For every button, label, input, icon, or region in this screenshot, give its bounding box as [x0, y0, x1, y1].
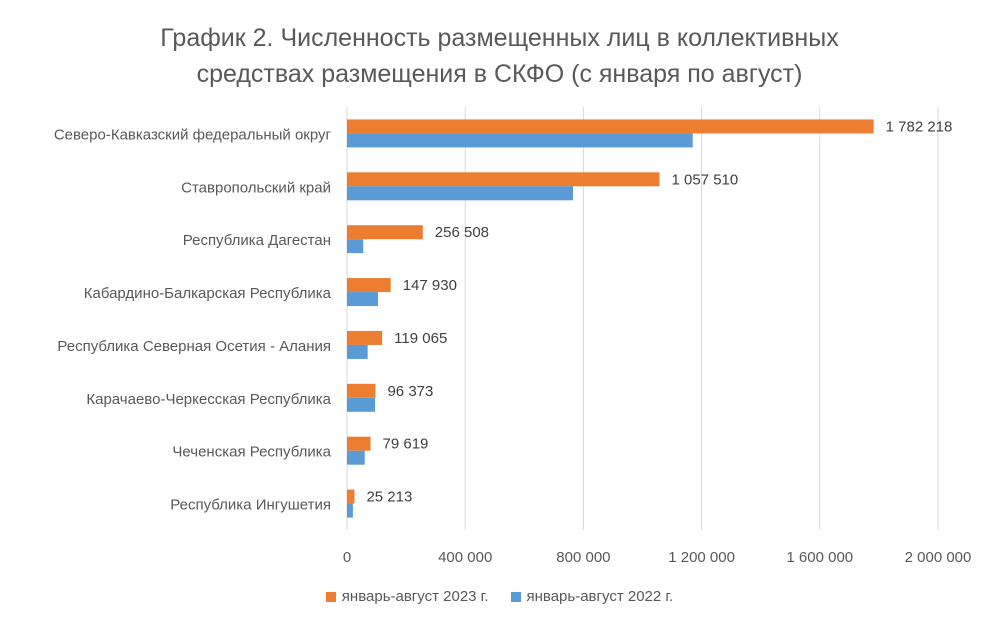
category-label: Республика Дагестан [183, 232, 331, 249]
legend-label-2022: январь-август 2022 г. [526, 588, 674, 605]
category-label: Карачаево-Черкесская Республика [86, 391, 331, 408]
data-label-2023: 147 930 [403, 277, 457, 294]
data-label-2023: 119 065 [394, 330, 447, 347]
bar-2023 [347, 278, 391, 293]
legend-label-2023: январь-август 2023 г. [341, 588, 489, 605]
bar-2022 [347, 503, 353, 518]
legend-item-2022: январь-август 2022 г. [510, 588, 674, 605]
bar-2022 [347, 450, 365, 465]
data-label-2023: 79 619 [383, 436, 429, 453]
category-label: Республика Ингушетия [170, 497, 331, 514]
bar-2023 [347, 330, 383, 345]
bar-2023 [347, 119, 874, 134]
bar-2022 [347, 239, 364, 254]
data-label-2023: 96 373 [387, 383, 433, 400]
data-label-2023: 256 508 [435, 224, 489, 241]
bar-2022 [347, 186, 574, 201]
bar-2023 [347, 225, 423, 240]
legend-swatch-2023 [325, 591, 336, 602]
category-label: Чеченская Республика [172, 444, 331, 461]
data-label-2023: 1 057 510 [671, 171, 738, 188]
x-tick-label: 400 000 [438, 549, 492, 566]
bar-2023 [347, 489, 355, 504]
bar-2023 [347, 172, 660, 187]
chart-title-line-2: средствах размещения в СКФО (с января по… [196, 60, 803, 88]
category-label: Республика Северная Осетия - Алания [57, 338, 331, 355]
category-label: Ставропольский край [181, 179, 331, 196]
data-label-2023: 25 213 [366, 489, 412, 506]
chart-title-line-1: График 2. Численность размещенных лиц в … [160, 24, 839, 52]
category-label: Северо-Кавказский федеральный округ [54, 126, 332, 143]
x-tick-label: 1 600 000 [786, 549, 853, 566]
bar-2022 [347, 292, 379, 307]
bar-2023 [347, 383, 376, 398]
chart-title: График 2. Численность размещенных лиц в … [0, 20, 999, 92]
bar-2023 [347, 436, 371, 451]
data-label-2023: 1 782 218 [886, 118, 953, 135]
x-tick-label: 800 000 [556, 549, 610, 566]
legend-swatch-2022 [510, 591, 521, 602]
legend-item-2023: январь-август 2023 г. [325, 588, 489, 605]
category-label: Кабардино-Балкарская Республика [84, 285, 332, 302]
bar-2022 [347, 344, 368, 359]
x-tick-label: 2 000 000 [905, 549, 972, 566]
bar-2022 [347, 133, 693, 148]
x-tick-label: 1 200 000 [668, 549, 735, 566]
x-tick-label: 0 [343, 549, 351, 566]
bar-2022 [347, 397, 376, 412]
legend: январь-август 2023 г. январь-август 2022… [0, 588, 999, 605]
